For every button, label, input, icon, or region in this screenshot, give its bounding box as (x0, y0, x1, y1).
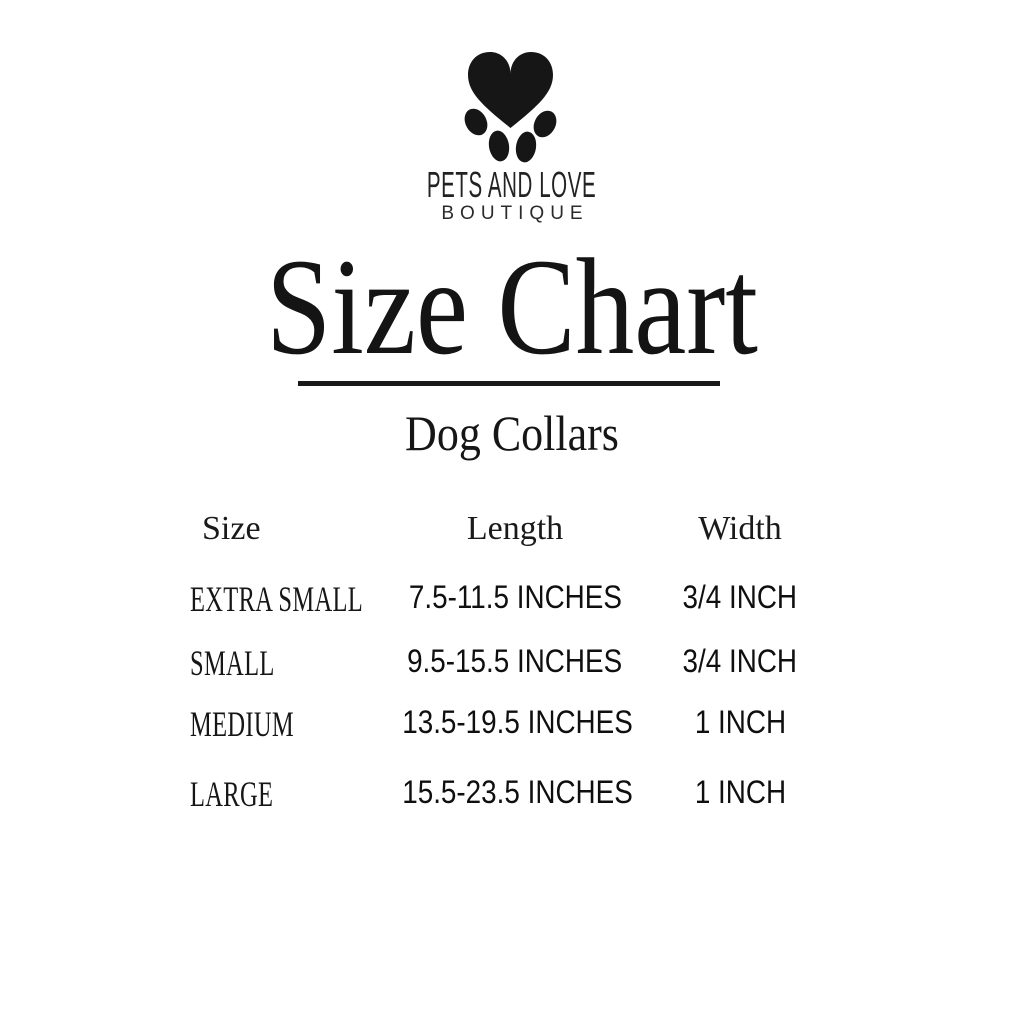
cell-width: 1 INCH (694, 704, 786, 740)
cell-size: EXTRA SMALL (190, 579, 364, 619)
title-underline (298, 381, 720, 386)
paw-heart-icon (464, 52, 557, 163)
page-subtitle: Dog Collars (405, 405, 619, 461)
cell-size: MEDIUM (190, 704, 295, 744)
cell-width: 1 INCH (694, 774, 786, 810)
cell-length: 7.5-11.5 INCHES (408, 579, 622, 615)
column-header-width: Width (698, 510, 782, 547)
brand-name: PETS AND LOVE (0, 167, 1024, 203)
cell-width: 3/4 INCH (682, 579, 798, 615)
table-row-extra-small: EXTRA SMALL 7.5-11.5 INCHES 3/4 INCH (0, 581, 1024, 623)
cell-length: 13.5-19.5 INCHES (402, 704, 633, 740)
brand-name-text: PETS AND LOVE (427, 164, 597, 205)
cell-length: 15.5-23.5 INCHES (402, 774, 633, 810)
cell-width: 3/4 INCH (682, 643, 798, 679)
column-header-size: Size (202, 510, 261, 547)
page-title: Size Chart (266, 230, 758, 383)
cell-size: LARGE (190, 774, 274, 814)
brand-tagline: BOUTIQUE (441, 203, 589, 224)
table-row-medium: MEDIUM 13.5-19.5 INCHES 1 INCH (0, 706, 1024, 748)
table-row-small: SMALL 9.5-15.5 INCHES 3/4 INCH (0, 645, 1024, 687)
table-header-row: Size Length Width (0, 512, 1024, 554)
cell-size: SMALL (190, 643, 275, 683)
table-row-large: LARGE 15.5-23.5 INCHES 1 INCH (0, 776, 1024, 818)
column-header-length: Length (466, 510, 564, 547)
cell-length: 9.5-15.5 INCHES (407, 643, 623, 679)
